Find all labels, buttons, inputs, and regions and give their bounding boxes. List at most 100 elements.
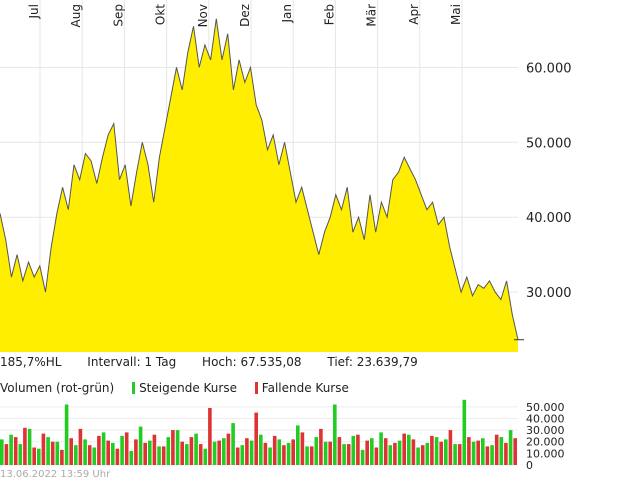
price-y-tick: 50.000 [526,136,572,151]
volume-bar-down [319,428,323,465]
volume-bar-up [305,446,309,465]
volume-bar-down [346,444,351,465]
volume-bar-down [254,412,258,465]
volume-bar-down [420,445,425,465]
volume-bar-up [203,448,208,465]
volume-y-tick: 40.000 [526,412,565,425]
down-label: Fallende Kurse [261,381,349,395]
price-info-bar: 185,7%HL Intervall: 1 Tag Hoch: 67.535,0… [0,355,440,369]
volume-bar-down [393,442,397,465]
volume-bar-up [138,426,143,465]
volume-bar-up [360,449,365,465]
volume-bar-down [134,439,138,465]
volume-bar-down [152,434,157,465]
volume-bar-down [226,433,231,465]
volume-bar-down [485,446,490,465]
volume-bar-up [37,448,41,465]
volume-bar-up [342,444,346,465]
month-tick: Jul [27,4,41,19]
volume-legend: Volumen (rot-grün) Steigende Kurse Falle… [0,381,349,395]
volume-bar-up [120,435,124,465]
volume-bar-down [41,433,46,465]
volume-bar-up [83,439,87,465]
volume-bar-up [388,445,393,465]
volume-bar-down [235,447,240,465]
volume-bar-down [32,447,36,465]
volume-bar-up [259,434,263,465]
volume-bar-up [212,441,217,465]
volume-bar-up [92,447,97,465]
volume-bar-up [194,433,198,465]
volume-bar-up [314,437,319,465]
month-tick: Jan [280,4,294,24]
volume-y-tick: 0 [526,459,533,472]
month-tick: Okt [154,4,168,25]
volume-bar-down [198,444,203,465]
month-tick: Apr [407,4,421,25]
volume-bar-up [27,428,32,465]
volume-bar-down [282,445,286,465]
volume-bar-up [379,432,383,465]
volume-bar-up [490,445,494,465]
volume-bar-up [0,439,4,465]
up-swatch [132,382,136,394]
price-y-tick: 60.000 [526,61,572,76]
volume-bar-up [444,439,448,465]
volume-bar-up [286,442,291,465]
volume-bar-up [481,438,485,465]
high-label: Hoch: 67.535,08 [202,355,302,369]
volume-bar-down [411,439,416,465]
month-tick: Mär [365,4,379,27]
volume-bar-down [513,438,517,465]
volume-bar-up [46,437,50,465]
volume-bar-down [272,435,277,465]
volume-bar-down [60,449,64,465]
price-area [0,18,518,352]
volume-bar-down [69,438,73,465]
volume-bar-up [148,440,152,465]
volume-bar-down [504,442,508,465]
volume-bar-down [115,448,120,465]
volume-bar-up [508,430,513,465]
month-tick: Nov [196,4,210,27]
volume-bar-up [268,447,272,465]
volume-bar-down [180,441,184,465]
volume-bar-down [263,442,268,465]
volume-bar-up [416,447,420,465]
volume-bar-up [185,444,189,465]
price-line [0,18,519,340]
volume-y-tick: 20.000 [526,436,565,449]
volume-bar-up [397,440,402,465]
month-tick: Aug [69,4,83,27]
volume-bar-down [161,446,166,465]
volume-bar-down [13,437,18,465]
volume-bar-up [277,439,282,465]
volume-bar-down [23,427,27,465]
volume-bar-down [374,447,379,465]
volume-bar-down [143,442,147,465]
volume-bar-up [240,445,245,465]
month-tick: Sep [111,4,125,27]
volume-y-tick: 50.000 [526,401,565,414]
price-y-ticks: 60.000 50.000 40.000 30.000 [526,61,572,301]
volume-bar-up [175,430,180,465]
volume-bar-up [333,404,337,465]
volume-bar-up [425,442,430,465]
volume-bar-up [64,404,69,465]
volume-bar-up [111,442,115,465]
volume-bar-up [222,438,226,465]
volume-y-tick: 10.000 [526,447,565,460]
volume-bar-up [499,437,504,465]
volume-bar-down [430,435,434,465]
range-label: 185,7%HL [0,355,62,369]
volume-bar-down [476,440,480,465]
volume-bar-down [78,428,83,465]
volume-bar-down [171,430,175,465]
up-label: Steigende Kurse [139,381,237,395]
volume-bar-down [106,440,110,465]
price-y-tick: 30.000 [526,286,572,301]
volume-bar-down [402,433,406,465]
volume-bar-down [208,408,212,465]
volume-bar-up [9,434,13,465]
